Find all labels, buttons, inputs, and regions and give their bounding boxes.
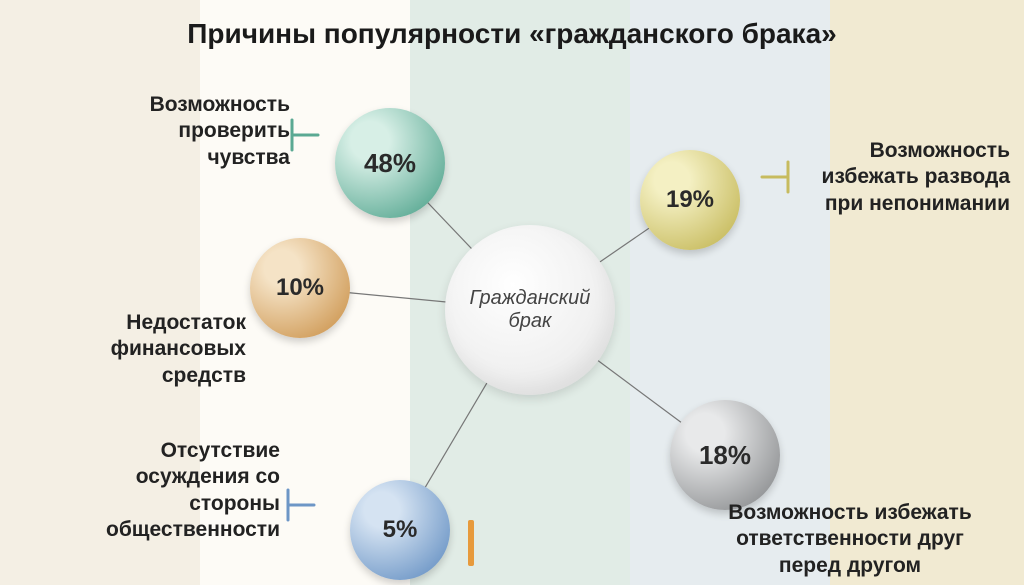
label-b48: Возможностьпроверитьчувства — [70, 92, 290, 171]
bubble-b18: 18% — [670, 400, 780, 510]
bubble-value-b48: 48% — [364, 148, 416, 179]
bubble-b5: 5% — [350, 480, 450, 580]
bubble-value-b18: 18% — [699, 440, 751, 471]
page-title: Причины популярности «гражданского брака… — [0, 18, 1024, 50]
label-b18: Возможность избежатьответственности друг… — [700, 500, 1000, 579]
bubble-b48: 48% — [335, 108, 445, 218]
bubble-value-b19: 19% — [666, 186, 714, 214]
center-bubble: Гражданскийбрак — [445, 225, 615, 395]
bubble-value-b5: 5% — [383, 516, 418, 544]
label-b5: Отсутствиеосуждения состороныобщественно… — [40, 438, 280, 543]
label-b10: Недостатокфинансовыхсредств — [36, 310, 246, 389]
bubble-b19: 19% — [640, 150, 740, 250]
bg-column-4 — [830, 0, 1024, 585]
bubble-value-b10: 10% — [276, 274, 324, 302]
orange-marker — [468, 520, 474, 566]
infographic-stage: Гражданскийбрак 48% Возможностьпроверитьчу… — [0, 0, 1024, 585]
label-b19: Возможностьизбежать разводапри непониман… — [770, 138, 1010, 217]
center-bubble-label: Гражданскийбрак — [470, 287, 591, 333]
bubble-b10: 10% — [250, 238, 350, 338]
